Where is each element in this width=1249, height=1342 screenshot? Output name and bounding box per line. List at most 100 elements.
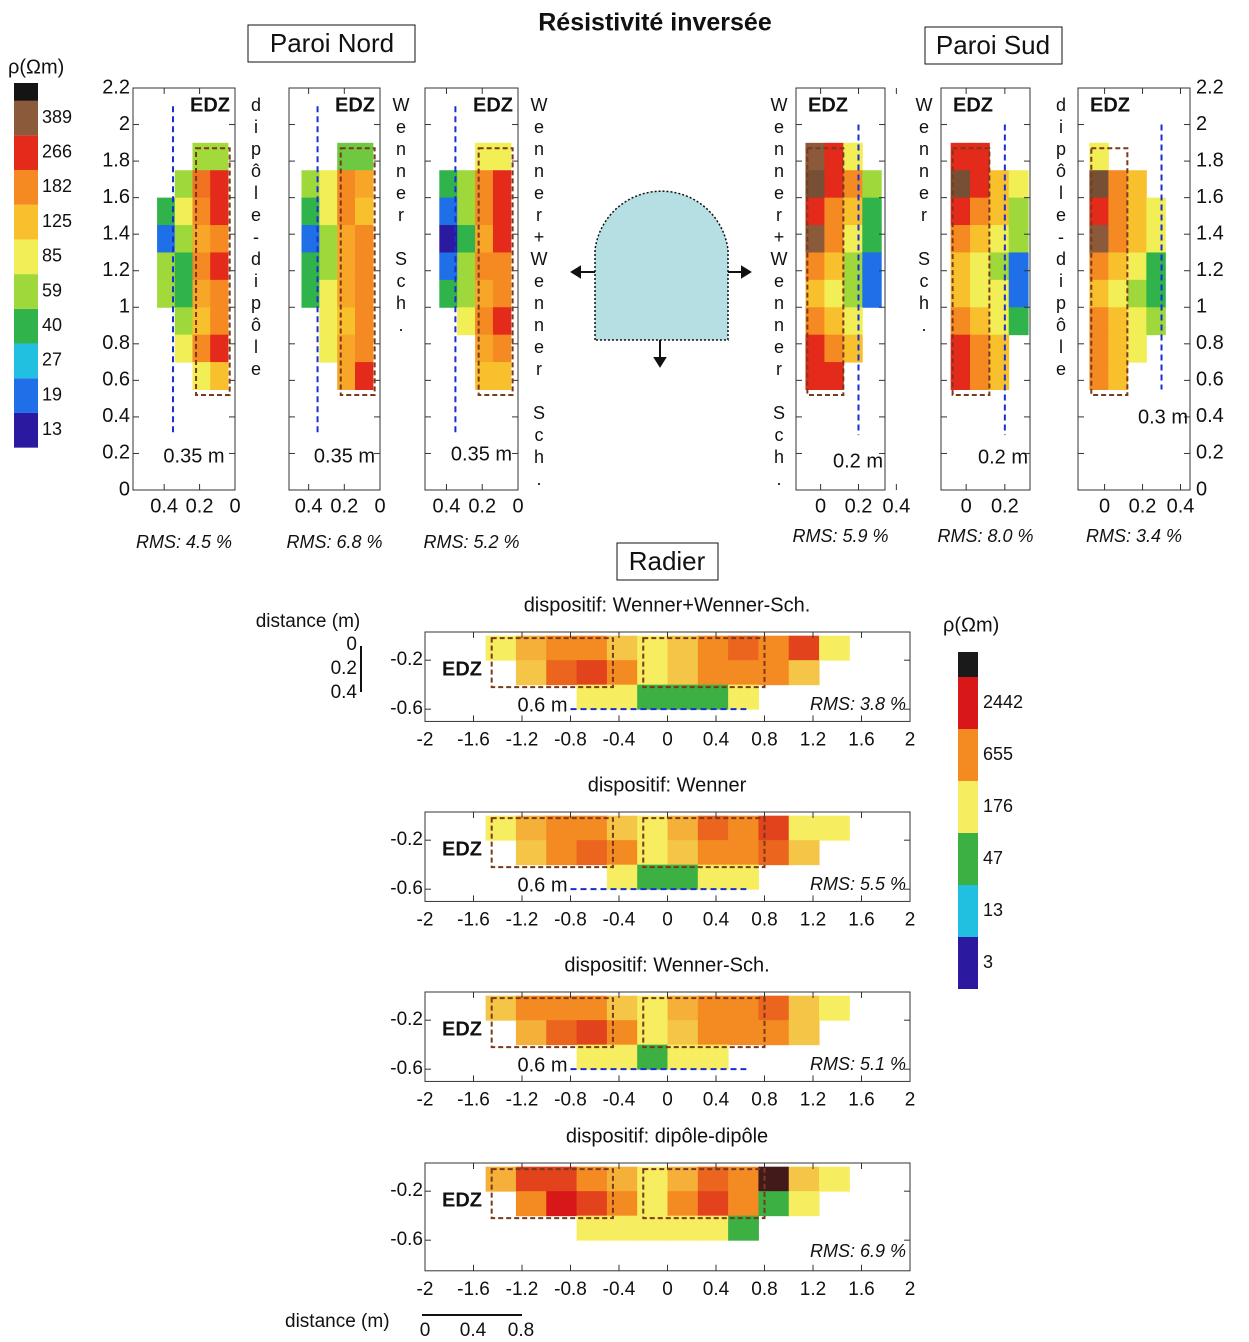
heatmap-cell <box>546 635 578 661</box>
method-label: dipôle-dipôle <box>246 95 266 381</box>
heatmap-cell <box>805 279 825 308</box>
x-tick-label: 0 <box>229 495 240 517</box>
heatmap-cell <box>950 307 971 336</box>
heatmap-cell <box>637 1191 668 1217</box>
heatmap-cell <box>697 1191 729 1217</box>
depth-label: 0.2 m <box>833 450 883 472</box>
x-tick-label: 2 <box>905 1279 916 1300</box>
x-tick-label: 1.2 <box>800 729 826 750</box>
x-tick-label: -2 <box>417 909 434 930</box>
depth-label: 0.35 m <box>451 443 512 465</box>
colorbar-swatch <box>14 308 38 344</box>
depth-label: 0.2 m <box>978 446 1028 468</box>
x-tick-label: 1.6 <box>848 909 874 930</box>
heatmap-cell <box>1008 307 1029 336</box>
heatmap-cell <box>728 1191 759 1217</box>
colorbar-label: 655 <box>983 744 1013 764</box>
heatmap-cell <box>157 197 176 226</box>
heatmap-cell <box>758 995 790 1021</box>
heatmap-cell <box>355 252 374 281</box>
x-tick-label: -0.4 <box>603 729 636 750</box>
heatmap-cell <box>697 1166 729 1192</box>
heatmap-cell <box>824 197 844 226</box>
x-tick-label: -1.2 <box>506 729 539 750</box>
colorbar-label: 13 <box>42 419 62 439</box>
x-tick-label: 0.8 <box>751 729 777 750</box>
heatmap-cell <box>788 1166 820 1192</box>
scale-tick-label: 0 <box>346 634 357 655</box>
panel-title: dispositif: Wenner-Sch. <box>564 954 769 976</box>
heatmap-cell <box>805 307 825 336</box>
heatmap-cell <box>989 170 1010 199</box>
edz-box <box>477 147 514 396</box>
heatmap-cell <box>337 197 356 226</box>
edz-label: EDZ <box>1090 94 1130 116</box>
heatmap-cell <box>492 252 512 281</box>
heatmap-cell <box>862 279 882 308</box>
heatmap-cell <box>667 864 699 890</box>
heatmap-cell <box>819 995 850 1021</box>
heatmap-cell <box>457 307 476 336</box>
heatmap-cell <box>637 660 668 686</box>
heatmap-cell <box>1089 307 1109 336</box>
heatmap-cell <box>788 815 820 841</box>
heatmap-cell <box>319 307 338 336</box>
edz-box <box>806 147 845 396</box>
heatmap-cell <box>697 684 729 710</box>
heatmap-cell <box>637 1020 668 1046</box>
heatmap-cell <box>492 307 512 336</box>
heatmap-cell <box>337 170 356 199</box>
heatmap-cell <box>319 279 338 308</box>
scale-tick-label: 0.4 <box>460 1320 487 1341</box>
colorbar-swatch <box>958 781 978 833</box>
colorbar-label: 266 <box>42 141 72 161</box>
y-tick-label: 0 <box>1196 478 1207 500</box>
y-tick-label: 0.6 <box>1196 369 1224 391</box>
colorbar-label: 125 <box>42 211 72 231</box>
heatmap-cell <box>1008 225 1029 253</box>
heatmap-cell <box>1127 197 1147 226</box>
y-tick-label: 0.8 <box>1196 332 1224 354</box>
heatmap-cell <box>606 840 638 866</box>
rms-label: RMS: 6.9 % <box>810 1241 906 1261</box>
rms-label: RMS: 8.0 % <box>937 526 1033 546</box>
x-tick-label: -0.8 <box>554 1279 587 1300</box>
y-tick-label: 1.8 <box>102 149 130 171</box>
heatmap-cell <box>475 334 494 363</box>
heatmap-cell <box>843 197 863 226</box>
heatmap-cell <box>788 840 820 866</box>
rms-label: RMS: 6.8 % <box>286 532 382 552</box>
heatmap-cell <box>210 225 229 253</box>
heatmap-cell <box>728 1020 759 1046</box>
x-tick-label: 1.2 <box>800 1089 826 1110</box>
y-tick-label: -0.2 <box>390 1180 423 1201</box>
heatmap-cell <box>989 197 1010 226</box>
heatmap-cell <box>697 1044 729 1070</box>
x-tick-label: -0.4 <box>603 1279 636 1300</box>
x-tick-label: -0.8 <box>554 1089 587 1110</box>
edz-box <box>1090 147 1129 396</box>
heatmap-cell <box>989 334 1010 363</box>
heatmap-cell <box>492 225 512 253</box>
rms-label: RMS: 3.8 % <box>810 694 906 714</box>
x-tick-label: 0.2 <box>991 495 1019 517</box>
heatmap-cell <box>862 252 882 281</box>
colorbar-label: 19 <box>42 384 62 404</box>
colorbar-label: 389 <box>42 107 72 127</box>
edz-label: EDZ <box>442 658 482 680</box>
heatmap-cell <box>1089 279 1109 308</box>
heatmap-cell <box>728 684 759 710</box>
heatmap-cell <box>576 1191 608 1217</box>
heatmap-cell <box>970 334 990 363</box>
heatmap-cell <box>355 307 374 336</box>
heatmap-cell <box>788 1020 820 1046</box>
heatmap-cell <box>492 362 512 390</box>
heatmap-cell <box>192 170 211 199</box>
heatmap-cell <box>1108 252 1128 281</box>
heatmap-cell <box>697 635 729 661</box>
x-tick-label: 0.4 <box>882 495 910 517</box>
y-tick-label: 1.2 <box>102 259 130 281</box>
rms-label: RMS: 5.1 % <box>810 1054 906 1074</box>
heatmap-cell <box>475 362 494 390</box>
heatmap-cell <box>788 635 820 661</box>
